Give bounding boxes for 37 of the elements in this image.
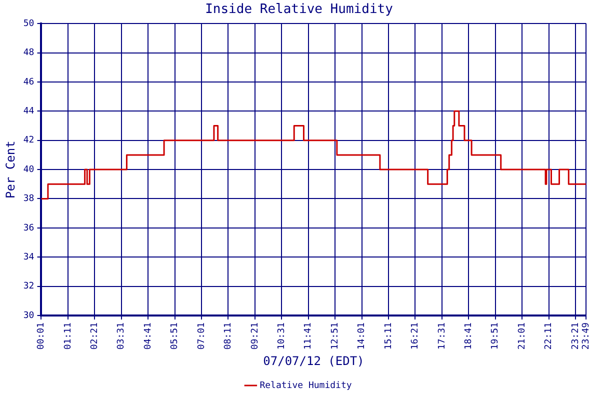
- y-tick-label: 30: [23, 310, 34, 321]
- x-tick-label: 17:31: [437, 322, 448, 350]
- x-tick-label: 15:11: [384, 322, 394, 350]
- y-tick-label: 48: [23, 48, 34, 58]
- y-tick-label: 44: [23, 106, 34, 117]
- y-tick-label: 50: [23, 18, 34, 29]
- x-tick-label: 12:51: [330, 322, 340, 350]
- x-tick-label: 08:11: [224, 322, 234, 350]
- x-tick-label: 18:41: [464, 322, 474, 350]
- x-tick-label: 10:31: [277, 322, 288, 350]
- y-tick-label: 38: [23, 194, 34, 204]
- x-tick-label: 09:21: [250, 322, 260, 350]
- x-tick-label: 21:01: [517, 322, 528, 350]
- y-tick-label: 42: [23, 136, 34, 146]
- x-tick-label: 05:51: [170, 322, 180, 350]
- x-tick-label: 23:21: [570, 322, 581, 350]
- x-tick-label: 11:41: [304, 322, 314, 350]
- x-tick-label: 03:31: [116, 322, 127, 350]
- x-tick-label: 02:21: [90, 322, 100, 350]
- x-tick-label: 01:11: [63, 322, 74, 350]
- x-tick-label: 04:41: [143, 322, 154, 350]
- x-axis-title: 07/07/12 (EDT): [263, 354, 364, 368]
- x-tick-label: 23:49: [582, 322, 592, 350]
- x-tick-label: 16:21: [410, 322, 421, 350]
- y-tick-label: 34: [23, 252, 34, 262]
- x-tick-label: 19:51: [490, 322, 501, 350]
- x-tick-label: 14:01: [357, 322, 368, 350]
- chart-title: Inside Relative Humidity: [205, 2, 394, 18]
- y-tick-label: 32: [23, 282, 34, 292]
- y-axis-title: Per Cent: [3, 140, 18, 198]
- legend-label: Relative Humidity: [260, 380, 352, 391]
- y-tick-label: 36: [23, 223, 34, 234]
- y-tick-label: 46: [23, 77, 34, 88]
- x-tick-label: 00:01: [36, 322, 47, 350]
- x-tick-label: 07:01: [196, 322, 207, 350]
- x-tick-label: 22:11: [544, 322, 554, 350]
- y-tick-label: 40: [23, 164, 34, 175]
